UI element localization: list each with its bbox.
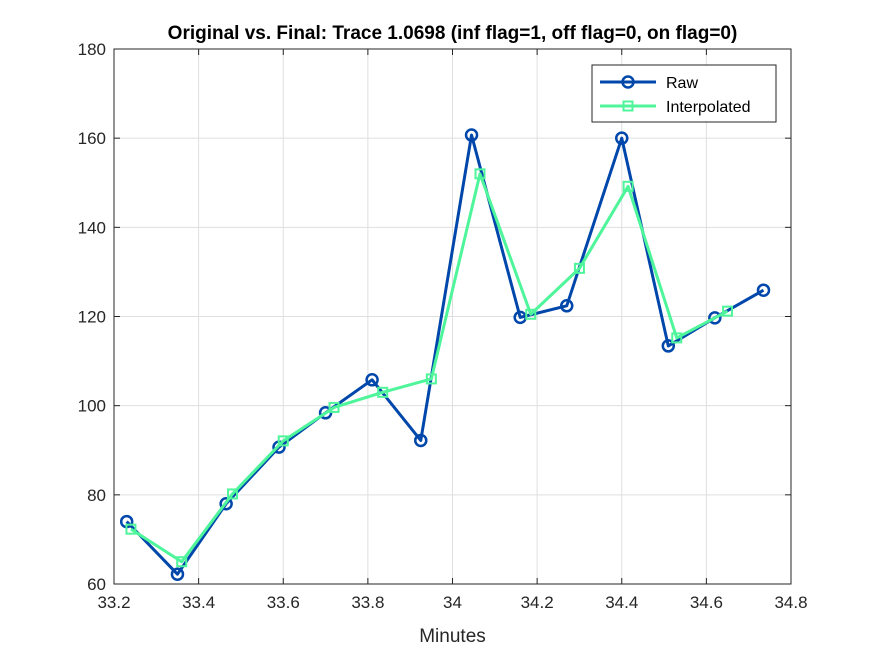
data-point <box>661 339 676 353</box>
y-tick-label: 160 <box>78 129 106 148</box>
data-point <box>414 433 428 448</box>
series-lines <box>119 128 771 581</box>
data-point <box>525 308 537 320</box>
x-tick-label: 33.2 <box>97 593 130 612</box>
legend-entry: Interpolated <box>600 99 751 116</box>
chart-title: Original vs. Final: Trace 1.0698 (inf fl… <box>168 23 738 44</box>
data-point <box>125 523 137 535</box>
data-point <box>176 556 188 568</box>
x-tick-label: 33.8 <box>351 593 384 612</box>
legend-entries: Raw Interpolated <box>600 75 751 116</box>
data-point <box>219 497 233 511</box>
legend[interactable]: Raw Interpolated <box>591 64 777 123</box>
y-tick-label: 100 <box>78 397 106 416</box>
data-point <box>377 386 389 398</box>
series-line <box>125 133 765 576</box>
data-point <box>615 131 629 145</box>
x-tick-label: 33.4 <box>182 593 215 612</box>
data-point <box>425 373 437 385</box>
data-point <box>756 283 771 297</box>
x-tick-label: 34.8 <box>774 593 807 612</box>
data-point <box>277 435 289 447</box>
x-tick-label: 34.2 <box>521 593 554 612</box>
data-point <box>708 311 722 325</box>
data-point <box>328 401 340 413</box>
axis-ticks: 33.2 33.4 33.6 33.8 34 34.2 34.4 34.6 34.8 60 80 10… <box>78 40 808 612</box>
y-tick-label: 60 <box>87 575 106 594</box>
x-tick-label: 34 <box>443 593 462 612</box>
x-tick-label: 34.6 <box>690 593 723 612</box>
data-point <box>671 332 683 344</box>
legend-label: Interpolated <box>666 99 751 116</box>
data-point <box>559 299 574 313</box>
data-point <box>722 305 734 317</box>
data-point <box>622 180 634 192</box>
legend-entry: Raw <box>600 75 698 92</box>
series-interpolated <box>125 168 734 568</box>
x-tick-label: 34.4 <box>605 593 638 612</box>
data-point <box>464 128 479 142</box>
y-tick-label: 80 <box>87 486 106 505</box>
series-line <box>130 172 729 564</box>
x-tick-label: 33.6 <box>267 593 300 612</box>
y-tick-label: 140 <box>78 218 106 237</box>
data-point <box>170 567 185 581</box>
data-point <box>226 488 238 500</box>
data-point <box>573 262 585 274</box>
y-tick-label: 180 <box>78 40 106 59</box>
legend-marker <box>622 100 634 112</box>
data-point <box>474 168 486 180</box>
legend-marker <box>621 75 635 89</box>
x-axis-title: Minutes <box>419 626 486 647</box>
data-point <box>365 373 379 387</box>
legend-box <box>591 64 777 123</box>
y-tick-label: 120 <box>78 308 106 327</box>
legend-label: Raw <box>666 75 698 92</box>
